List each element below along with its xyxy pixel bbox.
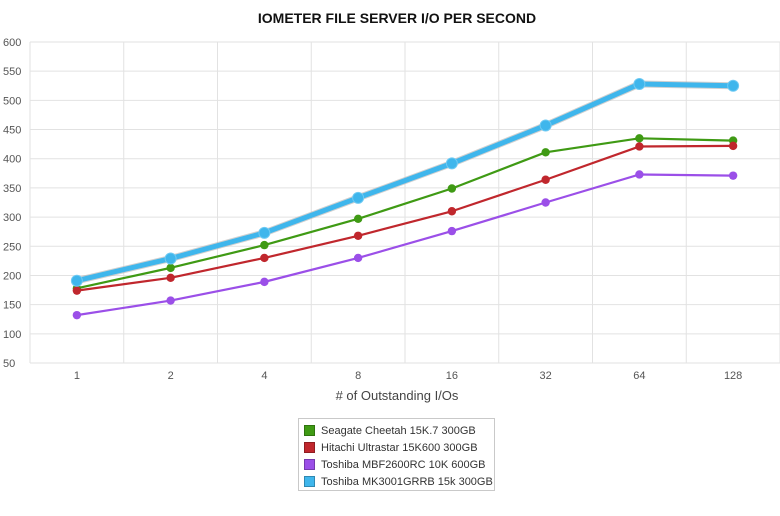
legend-swatch: [304, 442, 315, 453]
y-tick-label: 100: [3, 329, 21, 341]
data-point: [166, 263, 175, 273]
data-point: [260, 277, 269, 287]
data-point: [727, 79, 740, 92]
series: [70, 78, 740, 287]
y-tick-label: 600: [3, 37, 21, 49]
x-axis-ticks: 1 2 4 8 16 32 64 128: [74, 370, 742, 382]
data-point: [72, 286, 82, 295]
data-point: [728, 171, 738, 180]
data-point: [541, 175, 550, 184]
data-point: [353, 231, 363, 240]
series-line: [76, 144, 734, 292]
legend-label: Hitachi Ultrastar 15K600 300GB: [321, 441, 478, 454]
y-tick-label: 500: [3, 95, 21, 107]
y-tick-label: 50: [3, 358, 15, 370]
data-point: [633, 78, 646, 91]
data-point: [260, 240, 269, 250]
chart-title: IOMETER FILE SERVER I/O PER SECOND: [258, 10, 536, 26]
data-point: [728, 141, 738, 151]
x-tick-label: 64: [633, 370, 645, 382]
data-point: [258, 226, 271, 239]
series-line: [76, 137, 734, 290]
data-point: [352, 191, 365, 204]
data-point: [541, 198, 550, 207]
legend-label: Toshiba MBF2600RC 10K 600GB: [321, 458, 486, 471]
data-point: [447, 207, 457, 216]
data-point: [447, 184, 457, 193]
legend-swatch: [304, 425, 315, 436]
data-point: [72, 310, 82, 320]
legend-item: Toshiba MBF2600RC 10K 600GB: [304, 456, 494, 473]
y-tick-label: 450: [3, 125, 21, 137]
x-tick-label: 2: [168, 370, 174, 382]
grid: [29, 41, 780, 364]
series-line: [76, 81, 734, 284]
legend-label: Toshiba MK3001GRRB 15k 300GB: [321, 475, 493, 488]
y-tick-label: 300: [3, 212, 21, 224]
data-point: [164, 252, 177, 265]
series: [72, 134, 738, 293]
x-tick-label: 32: [540, 370, 552, 382]
x-tick-label: 1: [74, 370, 80, 382]
y-tick-label: 550: [3, 66, 21, 78]
x-tick-label: 128: [724, 370, 742, 382]
x-axis-label: # of Outstanding I/Os: [336, 388, 459, 403]
legend-item: Toshiba MK3001GRRB 15k 300GB: [304, 473, 494, 490]
x-tick-label: 4: [261, 370, 267, 382]
legend-swatch: [304, 476, 315, 487]
series: [72, 141, 738, 295]
data-point: [166, 296, 175, 305]
data-point: [447, 226, 457, 236]
y-axis-ticks: 50 100 150 200 250 300 350 400 450 500 550 600: [3, 37, 21, 370]
data-point: [260, 253, 269, 263]
legend: Seagate Cheetah 15K.7 300GB Hitachi Ultra…: [298, 418, 495, 491]
series: [72, 170, 738, 320]
data-point: [70, 274, 83, 287]
series-lines: [70, 78, 740, 320]
data-point: [353, 214, 363, 224]
legend-item: Seagate Cheetah 15K.7 300GB: [304, 422, 494, 439]
data-point: [166, 273, 175, 282]
series-line: [76, 173, 734, 317]
data-point: [635, 142, 644, 151]
legend-swatch: [304, 459, 315, 470]
x-tick-label: 8: [355, 370, 361, 382]
y-tick-label: 350: [3, 183, 21, 195]
data-point: [635, 170, 644, 179]
data-point: [353, 253, 363, 263]
data-point: [445, 157, 458, 170]
legend-item: Hitachi Ultrastar 15K600 300GB: [304, 439, 494, 456]
y-tick-label: 150: [3, 300, 21, 312]
x-tick-label: 16: [446, 370, 458, 382]
data-point: [635, 134, 644, 143]
data-point: [541, 148, 550, 157]
y-tick-label: 200: [3, 270, 21, 282]
data-point: [539, 119, 552, 132]
y-tick-label: 400: [3, 154, 21, 166]
y-tick-label: 250: [3, 241, 21, 253]
legend-label: Seagate Cheetah 15K.7 300GB: [321, 424, 476, 437]
